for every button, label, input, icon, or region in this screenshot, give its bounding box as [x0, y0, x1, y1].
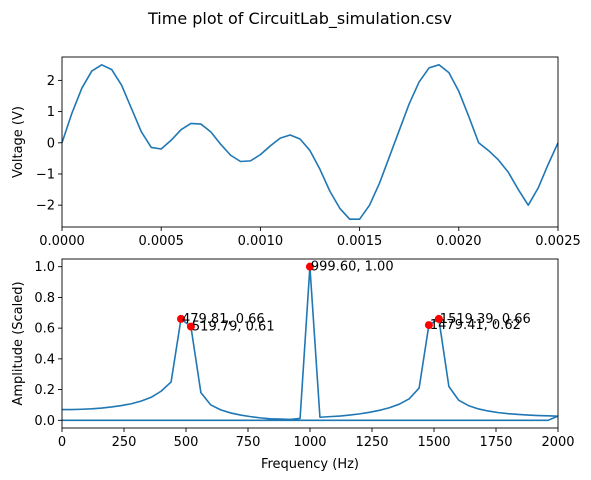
x-tick-label: 250 [112, 435, 137, 450]
x-tick-label: 0.0015 [337, 234, 383, 249]
x-tick-label: 0.0025 [535, 234, 581, 249]
series-line-1 [62, 64, 558, 220]
x-tick-label: 500 [174, 435, 199, 450]
x-tick-label: 2000 [541, 435, 574, 450]
figure-title: Time plot of CircuitLab_simulation.csv [147, 9, 452, 29]
x-tick-label: 0.0000 [39, 234, 85, 249]
y-tick-label: 0.8 [34, 291, 55, 306]
y-tick-label: 0.2 [34, 383, 55, 398]
series-line-1 [62, 265, 558, 422]
y-tick-label: 2 [47, 74, 55, 89]
peak-marker-2 [186, 322, 195, 331]
peak-marker-1 [176, 314, 185, 323]
x-tick-label: 1750 [479, 435, 512, 450]
x-axis-label: Frequency (Hz) [261, 457, 359, 472]
y-axis-label: Amplitude (Scaled) [11, 281, 26, 405]
x-tick-label: 0.0005 [138, 234, 184, 249]
y-tick-label: −1 [36, 167, 55, 182]
x-tick-label: 0.0020 [436, 234, 482, 249]
peak-marker-4 [424, 321, 433, 330]
x-tick-label: 0 [58, 435, 66, 450]
peak-label-5: 1519.39, 0.66 [440, 312, 531, 327]
peak-marker-5 [434, 314, 443, 323]
peak-label-3: 999.60, 1.00 [311, 260, 394, 275]
x-tick-label: 750 [236, 435, 261, 450]
x-tick-label: 1500 [417, 435, 450, 450]
y-tick-label: 0.6 [34, 322, 55, 337]
x-tick-label: 0.0010 [238, 234, 284, 249]
x-tick-label: 1250 [355, 435, 388, 450]
peak-label-2: 519.79, 0.61 [192, 320, 275, 335]
peak-marker-3 [305, 262, 314, 271]
x-tick-label: 1000 [293, 435, 326, 450]
y-tick-label: 1 [47, 105, 55, 120]
y-axis-label: Voltage (V) [11, 106, 26, 178]
peak-label-4: 1479.41, 0.62 [430, 318, 521, 333]
y-tick-label: 0.4 [34, 352, 55, 367]
y-tick-label: −2 [36, 199, 55, 214]
y-tick-label: 1.0 [34, 260, 55, 275]
y-tick-label: 0.0 [34, 414, 55, 429]
axes-frame [61, 56, 559, 228]
peak-label-1: 479.81, 0.66 [182, 312, 265, 327]
y-tick-label: 0 [47, 136, 55, 151]
voltage-plot: 0.0000 0.0005 0.0010 0.0015 0.0020 0.0025 −2 −1… [11, 56, 581, 249]
